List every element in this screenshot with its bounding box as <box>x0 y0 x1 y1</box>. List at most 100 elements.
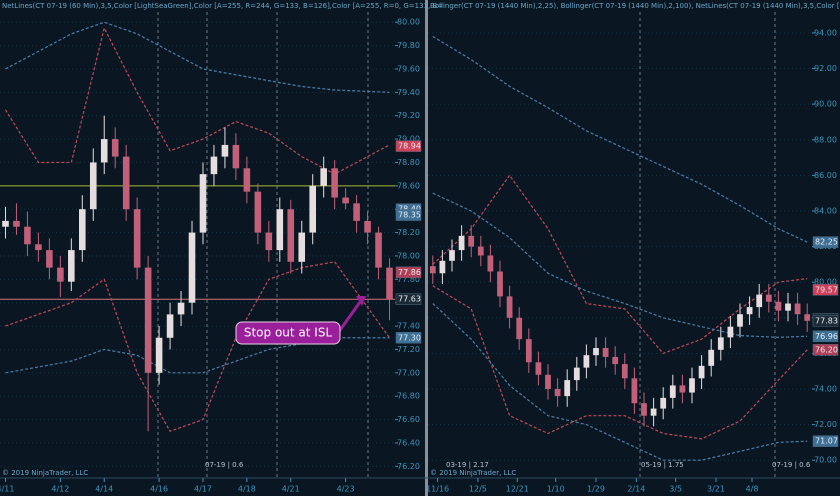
candle-body <box>439 260 446 274</box>
price-panel: 70.0072.0074.0076.0078.0080.0082.0084.00… <box>426 2 840 494</box>
candle-body <box>144 267 152 373</box>
candle-body <box>756 294 763 308</box>
candle-body <box>468 235 475 247</box>
y-tick-label: 76.80 <box>397 392 420 401</box>
y-tick-label: 77.00 <box>397 368 420 377</box>
candle-body <box>631 378 638 404</box>
candle-body <box>232 144 240 169</box>
callout-text: Stop out at ISL <box>244 326 333 340</box>
candle-body <box>100 139 108 163</box>
y-tick-label: 78.00 <box>397 251 420 260</box>
candle-body <box>375 232 382 268</box>
candle-body <box>698 365 705 379</box>
price-marker-label: 77.86 <box>398 268 421 277</box>
y-tick-label: 92.00 <box>814 64 837 73</box>
candle-body <box>287 209 295 262</box>
candle-body <box>79 209 86 251</box>
y-tick-label: 77.40 <box>397 322 420 331</box>
candle-body <box>177 302 185 315</box>
candle-body <box>221 144 229 157</box>
x-tick-label: 4/16 <box>150 485 168 494</box>
y-tick-label: 76.60 <box>397 415 420 424</box>
callout-arrowhead <box>356 296 366 306</box>
candle-body <box>775 301 782 311</box>
candle-body <box>573 367 580 381</box>
candle-body <box>364 220 371 233</box>
y-tick-label: 79.80 <box>397 41 420 50</box>
candle-body <box>804 314 811 321</box>
candle-body <box>166 314 174 338</box>
candle-body <box>746 307 753 315</box>
indicator-header: NetLines(CT 07-19 (60 Min),3,5,Color [Li… <box>2 2 443 10</box>
y-tick-label: 77.80 <box>397 275 420 284</box>
candle-body <box>525 339 532 363</box>
candle-body <box>2 220 9 227</box>
candle-body <box>593 348 599 356</box>
candle-body <box>564 380 571 397</box>
x-tick-label: 1/29 <box>587 485 605 494</box>
x-tick-label: 3/5 <box>669 485 682 494</box>
candle-body <box>545 374 551 389</box>
candle-body <box>353 203 360 221</box>
candle-body <box>89 162 97 210</box>
x-tick-label: 4/23 <box>337 485 355 494</box>
candle-body <box>554 388 561 397</box>
copyright: © 2019 NinjaTrader, LLC <box>2 469 88 477</box>
price-marker-label: 78.35 <box>398 211 421 220</box>
band-line <box>432 174 808 355</box>
candle-body <box>342 197 349 204</box>
band-line <box>432 303 808 461</box>
price-marker-label: 77.83 <box>815 316 838 325</box>
candle-body <box>708 349 715 366</box>
candle-body <box>57 267 64 282</box>
candle-body <box>650 408 657 416</box>
y-tick-label: 88.00 <box>814 135 837 144</box>
price-marker-label: 78.40 <box>398 205 421 214</box>
panel-divider <box>425 0 428 496</box>
y-tick-label: 94.00 <box>814 28 837 37</box>
candle-body <box>612 356 619 365</box>
band-line <box>5 21 390 93</box>
candle-body <box>35 244 42 251</box>
y-tick-label: 80.00 <box>397 18 420 27</box>
candle-body <box>689 378 695 393</box>
y-tick-label: 79.40 <box>397 88 420 97</box>
contract-note: 03-19 | 2.17 <box>446 461 489 469</box>
candle-body <box>506 296 513 318</box>
candle-body <box>210 156 218 175</box>
band-line <box>5 261 391 432</box>
candle-body <box>583 355 590 368</box>
x-tick-label: 11/16 <box>426 485 449 494</box>
candle-body <box>535 362 542 375</box>
callout-arrow <box>336 301 362 334</box>
y-tick-label: 78.80 <box>397 158 420 167</box>
candle-body <box>717 337 724 350</box>
price-marker-label: 76.96 <box>815 332 838 341</box>
x-tick-label: 4/17 <box>194 485 212 494</box>
candle-body <box>429 266 436 274</box>
y-tick-label: 86.00 <box>814 171 837 180</box>
candle-body <box>276 209 284 251</box>
y-tick-label: 79.60 <box>397 64 420 73</box>
candle-body <box>199 174 207 233</box>
candle-body <box>679 385 686 393</box>
price-marker <box>812 330 839 343</box>
candle-body <box>298 232 306 262</box>
x-tick-label: 4/12 <box>51 485 69 494</box>
y-tick-label: 72.00 <box>814 420 837 429</box>
y-tick-label: 70.00 <box>814 456 837 465</box>
x-tick-label: 12/21 <box>506 485 529 494</box>
candle-body <box>68 250 75 282</box>
candle-body <box>737 314 743 327</box>
price-marker <box>395 140 422 152</box>
band-line <box>4 26 390 175</box>
candle-body <box>188 232 196 303</box>
y-tick-label: 76.40 <box>397 438 420 447</box>
band-line <box>432 285 808 440</box>
price-marker <box>812 236 839 248</box>
x-tick-label: 1/10 <box>547 485 565 494</box>
candle-body <box>602 348 609 357</box>
price-marker <box>812 315 839 327</box>
